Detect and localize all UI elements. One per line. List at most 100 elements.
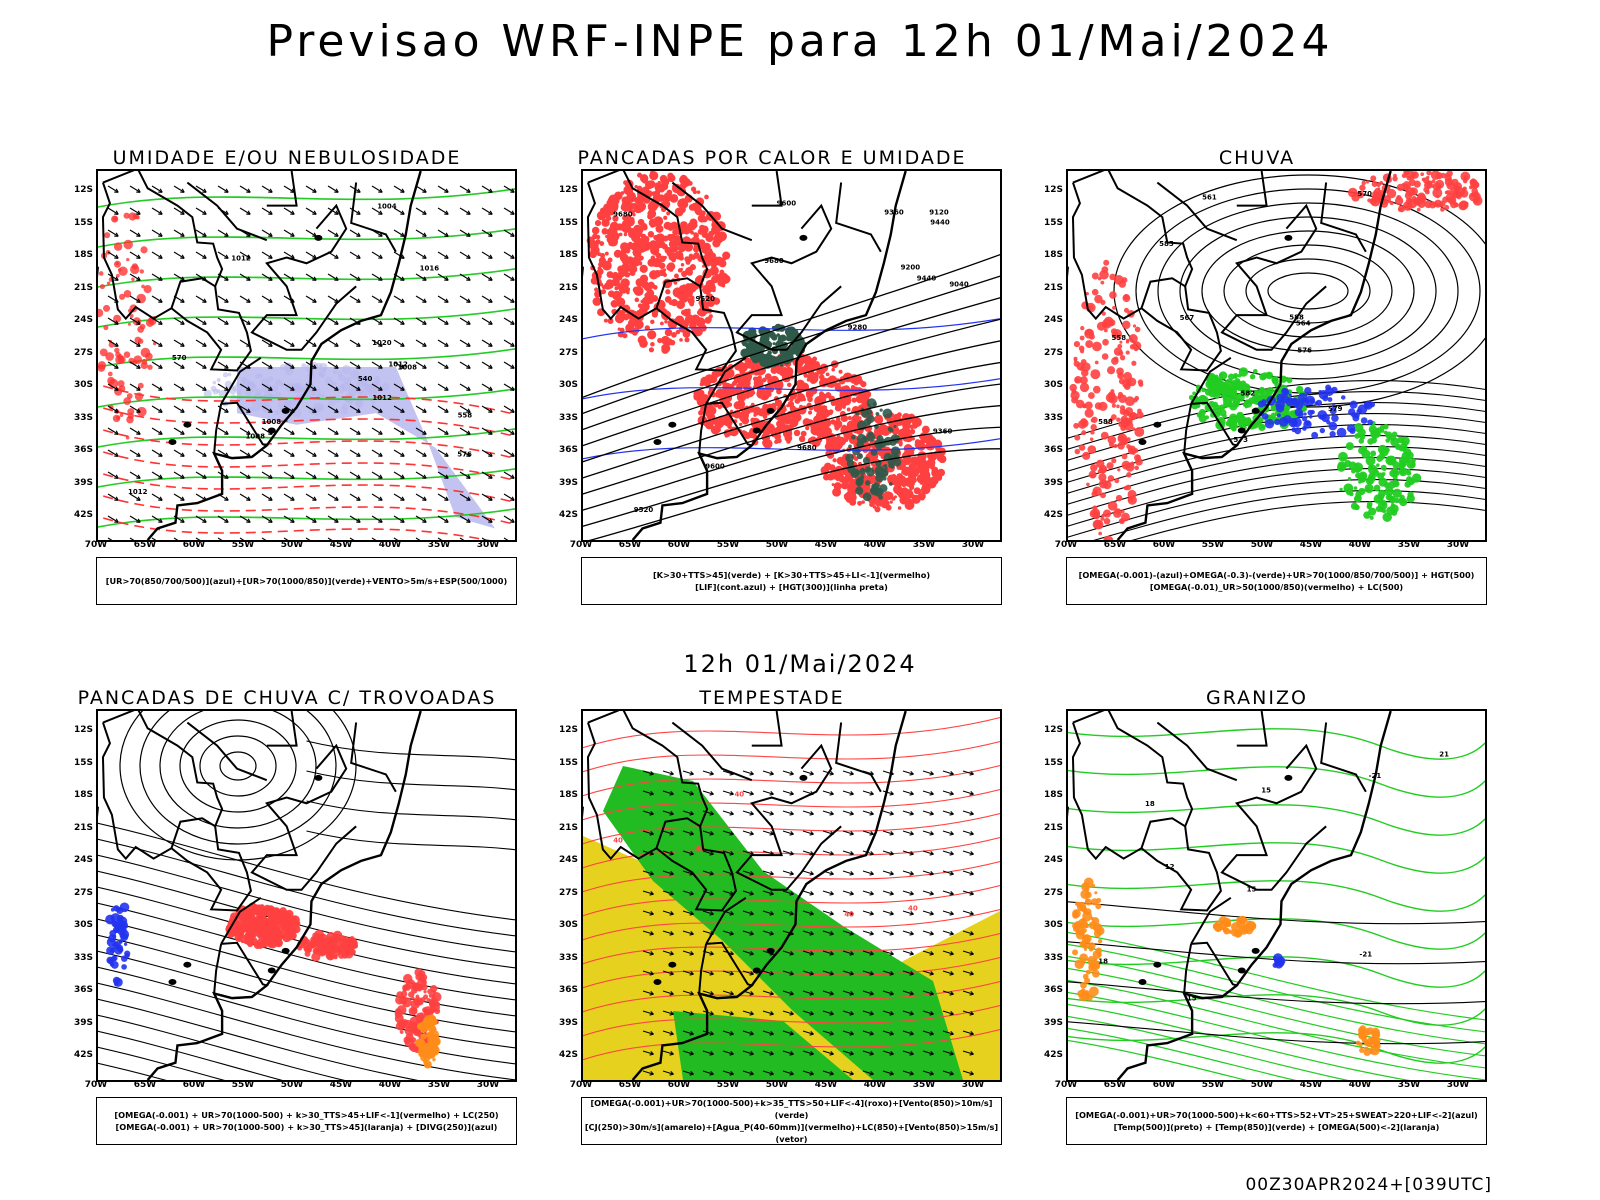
lon-tick-label: 50W xyxy=(280,1080,304,1090)
legend-line: [Temp(500)](preto) + [Temp(850)](verde) … xyxy=(1113,1122,1440,1132)
lat-tick-label: 15S xyxy=(73,757,93,768)
lon-tick-label: 60W xyxy=(182,1080,206,1090)
contour-label: 21 xyxy=(1439,750,1449,758)
lat-tick-label: 42S xyxy=(558,510,578,520)
lat-tick-label: 30S xyxy=(558,920,578,930)
lon-tick-label: 50W xyxy=(1250,540,1274,550)
panel-pancadas-calor: PANCADAS POR CALOR E UMIDADE 9680 9680 968… xyxy=(532,147,1012,617)
contour-label: 18 xyxy=(1145,800,1155,808)
lon-tick-label: 50W xyxy=(280,540,304,550)
contour-label: 1012 xyxy=(372,394,392,402)
lat-tick-label: 21S xyxy=(73,282,93,293)
legend-tempestade: [OMEGA(-0.001)+UR>70(1000-500)+k>35_TTS>… xyxy=(581,1097,1002,1145)
lon-tick-label: 35W xyxy=(427,540,451,550)
map-granizo: 18 15 15 12 15 18 21 -21 -21 xyxy=(1066,709,1487,1082)
lat-tick-label: 33S xyxy=(73,952,93,963)
lon-tick-label: 40W xyxy=(1348,540,1372,550)
lon-tick-label: 45W xyxy=(814,540,838,550)
lat-tick-label: 27S xyxy=(1043,347,1063,358)
lon-tick-label: 60W xyxy=(1152,540,1176,550)
lon-tick-label: 40W xyxy=(378,1080,402,1090)
contour-label: 567 xyxy=(1180,314,1195,322)
lat-tick-label: 30S xyxy=(1043,380,1063,390)
contour-label: 9120 xyxy=(929,209,949,217)
lat-tick-label: 39S xyxy=(558,1017,578,1028)
legend-line: [OMEGA(-0.001) + UR>70(1000-500) + k>30_… xyxy=(114,1110,499,1120)
contour-label: 1004 xyxy=(377,203,397,211)
legend-line: [K>30+TTS>45](verde) + [K>30+TTS>45+LI<-… xyxy=(652,570,931,580)
lon-tick-label: 45W xyxy=(1299,540,1323,550)
lon-tick-label: 30W xyxy=(476,540,500,550)
map-tempestade: 40 40 40 40 40 xyxy=(581,709,1002,1082)
legend-granizo: [OMEGA(-0.001)+UR>70(1000-500)+k<60+TTS>… xyxy=(1066,1097,1487,1145)
lon-tick-label: 65W xyxy=(1103,540,1127,550)
lon-tick-label: 30W xyxy=(1446,1080,1470,1090)
contour-label: 9440 xyxy=(917,274,937,282)
legend-line: [OMEGA(-0.001)+UR>70(1000-500)+k<60+TTS>… xyxy=(1075,1110,1478,1120)
legend-pancadas-trovoadas: [OMEGA(-0.001) + UR>70(1000-500) + k>30_… xyxy=(96,1097,517,1145)
forecast-time-label: 12h 01/Mai/2024 xyxy=(683,650,917,678)
legend-pancadas-calor: [K>30+TTS>45](verde) + [K>30+TTS>45+LI<-… xyxy=(581,557,1002,605)
contour-label: 564 xyxy=(1296,320,1311,328)
lat-tick-label: 12S xyxy=(1043,185,1063,195)
lon-tick-label: 70W xyxy=(84,1080,108,1090)
lat-tick-label: 12S xyxy=(73,185,93,195)
lon-tick-label: 70W xyxy=(84,540,108,550)
lon-tick-label: 40W xyxy=(378,540,402,550)
panel-title: PANCADAS DE CHUVA C/ TROVOADAS xyxy=(77,687,497,709)
contour-label: 9520 xyxy=(696,295,716,303)
map-pancadas-trovoadas xyxy=(96,709,517,1082)
lon-tick-label: 50W xyxy=(1250,1080,1274,1090)
lon-tick-label: 45W xyxy=(1299,1080,1323,1090)
main-title: Previsao WRF-INPE para 12h 01/Mai/2024 xyxy=(266,16,1334,67)
contour-label: 9440 xyxy=(930,219,950,227)
lon-tick-label: 50W xyxy=(765,1080,789,1090)
lat-tick-label: 21S xyxy=(1043,822,1063,833)
lon-tick-label: 60W xyxy=(1152,1080,1176,1090)
contour-label: 9680 xyxy=(764,257,784,265)
lat-tick-label: 24S xyxy=(1043,315,1063,325)
lon-tick-label: 55W xyxy=(716,1080,740,1090)
lat-tick-label: 30S xyxy=(1043,920,1063,930)
lat-tick-label: 12S xyxy=(558,185,578,195)
panel-pancadas-trovoadas: PANCADAS DE CHUVA C/ TROVOADAS [OMEGA(-0… xyxy=(47,687,527,1157)
panel-tempestade: TEMPESTADE 40 40 40 40 40 [OMEGA(-0.001)+UR>… xyxy=(532,687,1012,1157)
contour-label: 9040 xyxy=(949,280,969,288)
legend-line: [CJ(250)>30m/s](amarelo)+[Agua_P(40-60mm… xyxy=(584,1122,999,1144)
lat-tick-label: 15S xyxy=(73,217,93,228)
contour-label: 1012 xyxy=(388,360,408,368)
lat-tick-label: 27S xyxy=(73,347,93,358)
lat-tick-label: 42S xyxy=(73,1050,93,1060)
lat-tick-label: 42S xyxy=(1043,1050,1063,1060)
contour-label: 561 xyxy=(1202,193,1217,201)
lat-tick-label: 39S xyxy=(558,477,578,488)
lat-tick-label: 27S xyxy=(558,887,578,898)
lat-tick-label: 30S xyxy=(558,380,578,390)
lat-tick-label: 36S xyxy=(1043,985,1063,995)
lon-tick-label: 50W xyxy=(765,540,789,550)
map-svg: 40 40 40 40 40 xyxy=(583,711,1000,1080)
lat-tick-label: 18S xyxy=(73,250,93,260)
lon-tick-label: 30W xyxy=(961,1080,985,1090)
lon-tick-label: 30W xyxy=(961,540,985,550)
lat-tick-label: 36S xyxy=(73,985,93,995)
contour-label: 582 xyxy=(1241,390,1256,398)
lat-tick-label: 24S xyxy=(1043,855,1063,865)
contour-label: 540 xyxy=(358,375,373,383)
legend-line: [OMEGA(-0.001) + UR>70(1000-500) + k>30_… xyxy=(115,1122,498,1132)
lon-tick-label: 45W xyxy=(329,540,353,550)
contour-label: 9200 xyxy=(901,264,921,272)
contour-label: 570 xyxy=(1357,190,1372,198)
contour-label: 558 xyxy=(1111,334,1126,342)
lon-tick-label: 60W xyxy=(667,1080,691,1090)
lat-tick-label: 39S xyxy=(73,477,93,488)
lat-tick-label: 21S xyxy=(558,822,578,833)
contour-label: 1016 xyxy=(420,265,440,273)
lat-tick-label: 33S xyxy=(558,952,578,963)
legend-line: [OMEGA(-0.01)_UR>50(1000/850)(vermelho) … xyxy=(1149,582,1404,592)
contour-label: 9280 xyxy=(848,323,868,331)
lat-tick-label: 15S xyxy=(558,757,578,768)
panel-title: TEMPESTADE xyxy=(699,687,845,709)
map-chuva: 588 588 585 582 579 576 573 570 567 564 561 558 xyxy=(1066,169,1487,542)
